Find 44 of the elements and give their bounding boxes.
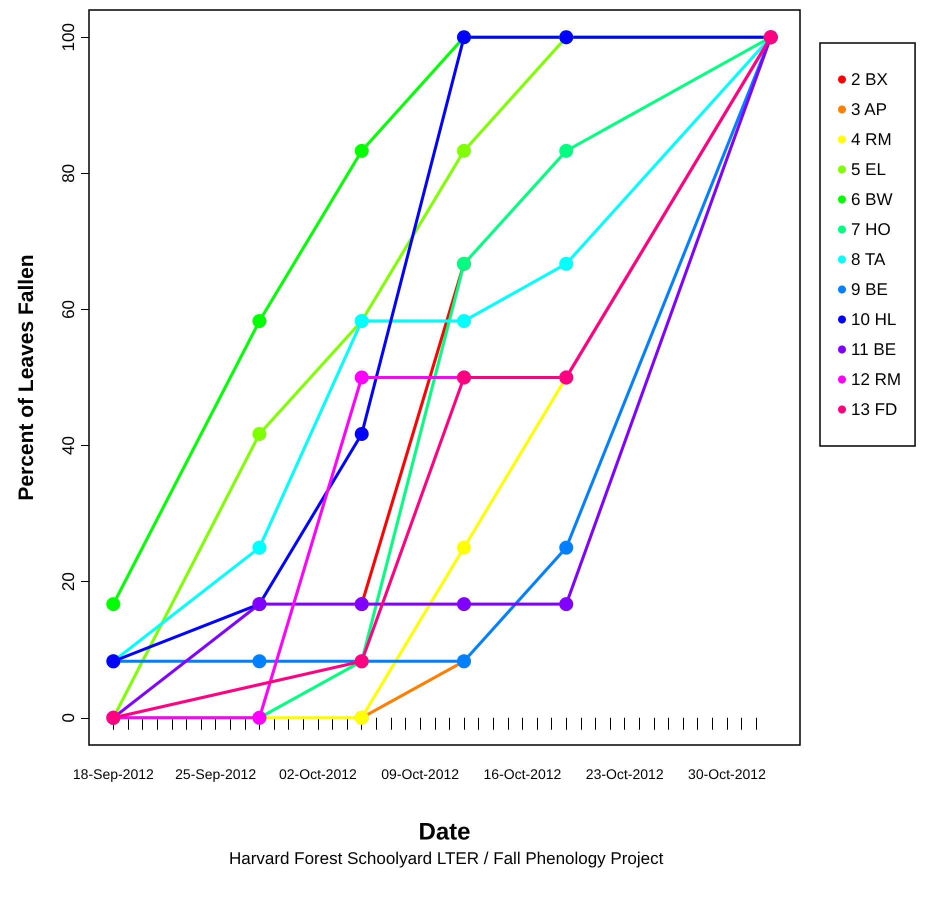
legend-label: 8 TA [851,250,886,269]
x-tick-label: 30-Oct-2012 [688,766,766,782]
point [252,654,266,668]
point [354,370,369,384]
x-tick-label: 18-Sep-2012 [72,766,154,782]
legend-label: 12 RM [851,370,902,389]
y-tick-label: 0 [59,713,78,723]
legend-label: 4 RM [851,130,892,149]
legend-label: 7 HO [851,220,891,239]
legend-label: 3 AP [851,100,887,119]
point [106,597,120,612]
x-axis-title: Date [418,818,471,846]
point [559,256,574,271]
point [559,597,574,612]
legend-label: 13 FD [851,400,898,419]
legend-label: 2 BX [851,70,888,89]
point [559,144,574,158]
point [559,540,574,555]
text: Harvard Forest Schoolyard LTER / Fall Phenology Project [229,849,664,868]
point [354,144,369,158]
y-tick-label: 40 [59,436,78,456]
point [456,144,471,158]
y-tick-label: 60 [59,300,78,319]
x-tick-label: 25-Sep-2012 [175,766,256,782]
y-tick-label: 100 [59,23,78,52]
legend-label: 6 BW [851,190,893,209]
x-tick-label: 09-Oct-2012 [381,766,460,782]
legend-label: 10 HL [851,310,896,329]
point [252,540,266,555]
point [252,314,266,328]
legend-label: 11 BE [851,340,896,359]
point [456,540,471,555]
point [354,426,369,441]
legend-label: 5 EL [851,160,886,179]
legend-label: 9 BE [851,280,888,299]
point [252,426,266,441]
x-tick-label: 02-Oct-2012 [278,766,358,782]
y-tick-label: 80 [59,164,78,183]
y-axis-title: Percent of Leaves Fallen [15,254,38,501]
x-tick-label: 23-Oct-2012 [586,766,664,782]
y-tick-label: 20 [59,572,78,592]
x-tick-label: 16-Oct-2012 [484,766,562,782]
point [456,597,471,612]
point [456,314,471,328]
